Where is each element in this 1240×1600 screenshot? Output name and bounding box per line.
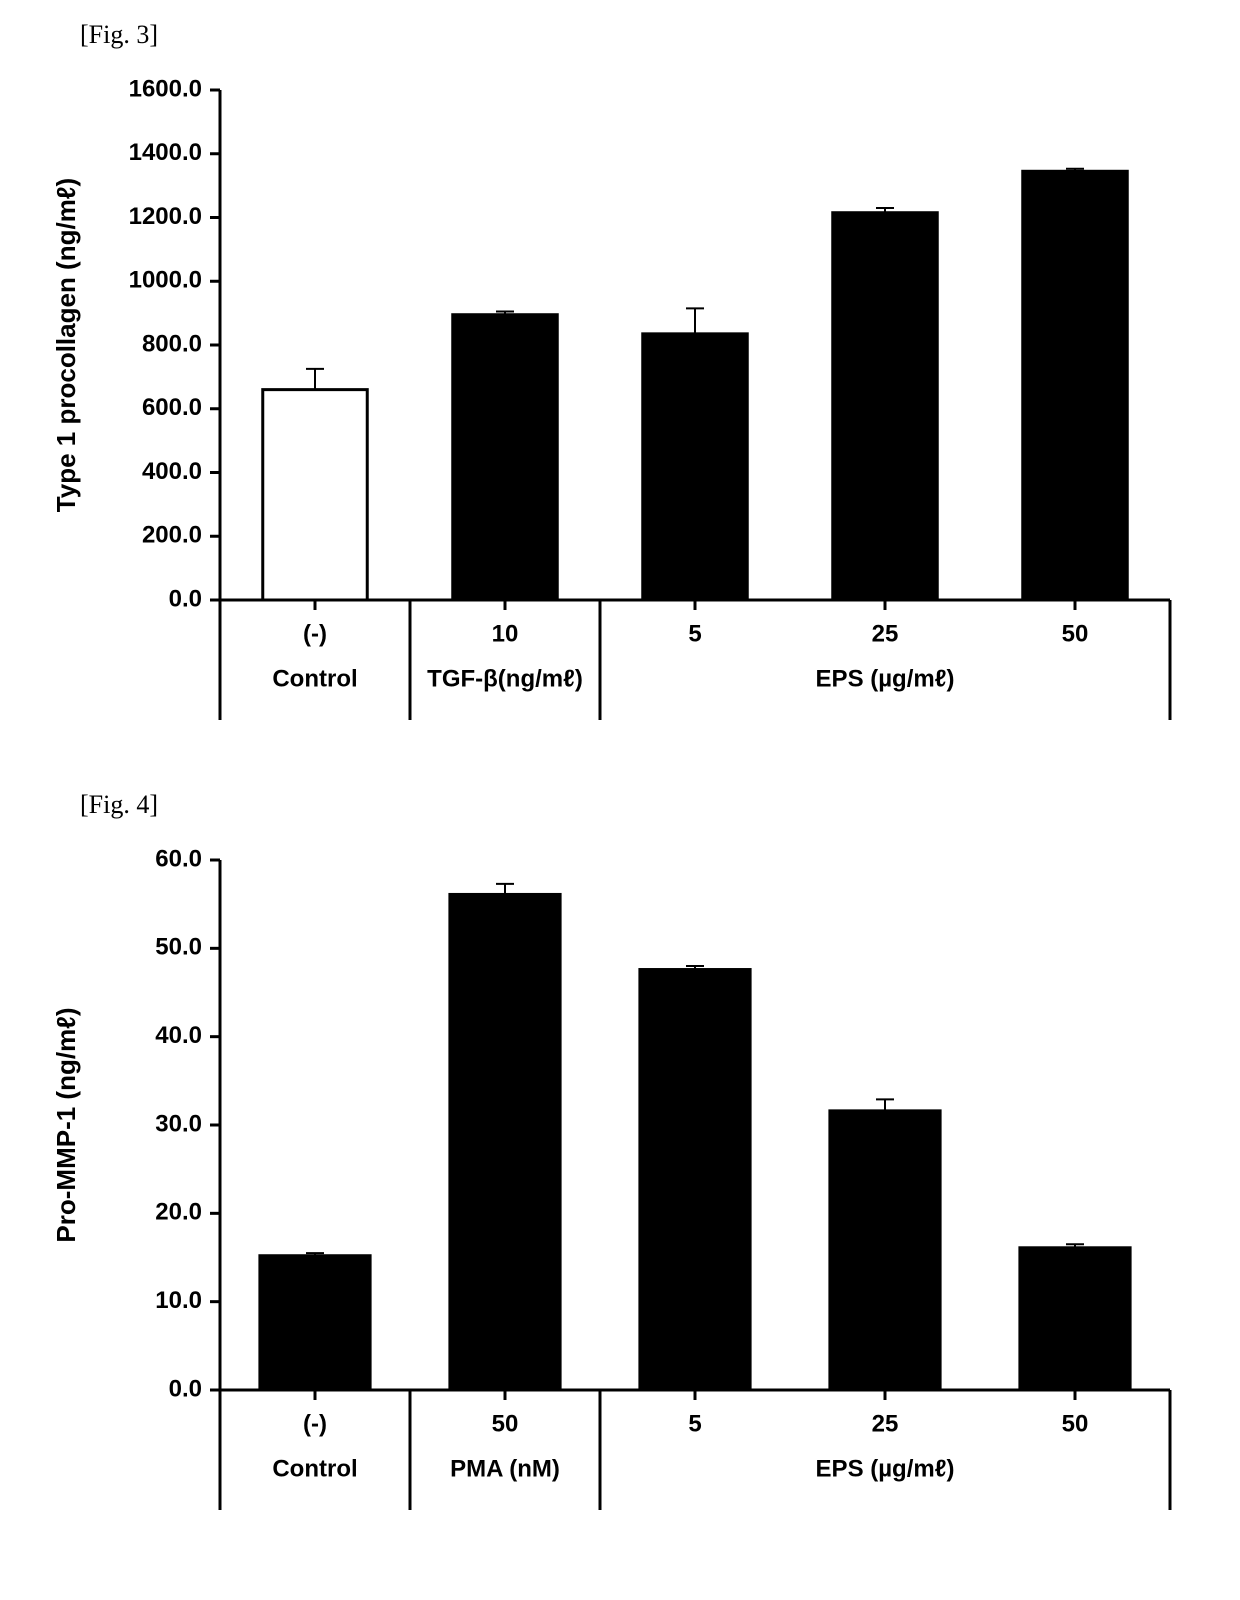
svg-text:(-): (-)	[303, 620, 327, 647]
svg-text:1600.0: 1600.0	[129, 75, 202, 102]
svg-text:25: 25	[872, 620, 899, 647]
svg-text:400.0: 400.0	[142, 458, 202, 485]
svg-text:60.0: 60.0	[155, 845, 202, 872]
svg-text:Pro-MMP-1 (ng/mℓ): Pro-MMP-1 (ng/mℓ)	[51, 1007, 81, 1242]
svg-text:50: 50	[492, 1410, 519, 1437]
svg-text:1000.0: 1000.0	[129, 267, 202, 294]
svg-text:TGF-β(ng/mℓ): TGF-β(ng/mℓ)	[427, 665, 583, 692]
svg-text:50.0: 50.0	[155, 934, 202, 961]
svg-text:25: 25	[872, 1410, 899, 1437]
svg-text:0.0: 0.0	[169, 585, 202, 612]
svg-text:1200.0: 1200.0	[129, 203, 202, 230]
svg-text:Type 1 procollagen (ng/mℓ): Type 1 procollagen (ng/mℓ)	[51, 178, 81, 512]
fig4-svg: 0.0 10.0 20.0 30.0 40.0 50.0 60.0 (-) 50 5 25 50 Con…	[20, 830, 1180, 1550]
fig4-label: [Fig. 4]	[80, 790, 1220, 820]
svg-text:0.0: 0.0	[169, 1375, 202, 1402]
fig3-svg: 0.0 200.0 400.0 600.0 800.0 1000.0 1200.0 1400.…	[20, 60, 1180, 760]
svg-text:50: 50	[1062, 1410, 1089, 1437]
svg-text:50: 50	[1062, 620, 1089, 647]
svg-text:1400.0: 1400.0	[129, 139, 202, 166]
svg-text:EPS (µg/mℓ): EPS (µg/mℓ)	[816, 665, 955, 692]
svg-text:Control: Control	[272, 1455, 357, 1482]
svg-text:30.0: 30.0	[155, 1110, 202, 1137]
svg-text:Control: Control	[272, 665, 357, 692]
svg-text:600.0: 600.0	[142, 394, 202, 421]
svg-text:PMA (nM): PMA (nM)	[450, 1455, 560, 1482]
svg-text:5: 5	[688, 1410, 701, 1437]
svg-text:40.0: 40.0	[155, 1022, 202, 1049]
svg-text:800.0: 800.0	[142, 330, 202, 357]
fig3-label: [Fig. 3]	[80, 20, 1220, 50]
svg-text:(-): (-)	[303, 1410, 327, 1437]
svg-text:10: 10	[492, 620, 519, 647]
fig3-chart: 0.0 200.0 400.0 600.0 800.0 1000.0 1200.0 1400.…	[20, 60, 1220, 760]
svg-text:10.0: 10.0	[155, 1287, 202, 1314]
svg-text:200.0: 200.0	[142, 522, 202, 549]
svg-text:5: 5	[688, 620, 701, 647]
svg-text:20.0: 20.0	[155, 1199, 202, 1226]
fig4-chart: 0.0 10.0 20.0 30.0 40.0 50.0 60.0 (-) 50 5 25 50 Con…	[20, 830, 1220, 1550]
svg-text:EPS (µg/mℓ): EPS (µg/mℓ)	[816, 1455, 955, 1482]
